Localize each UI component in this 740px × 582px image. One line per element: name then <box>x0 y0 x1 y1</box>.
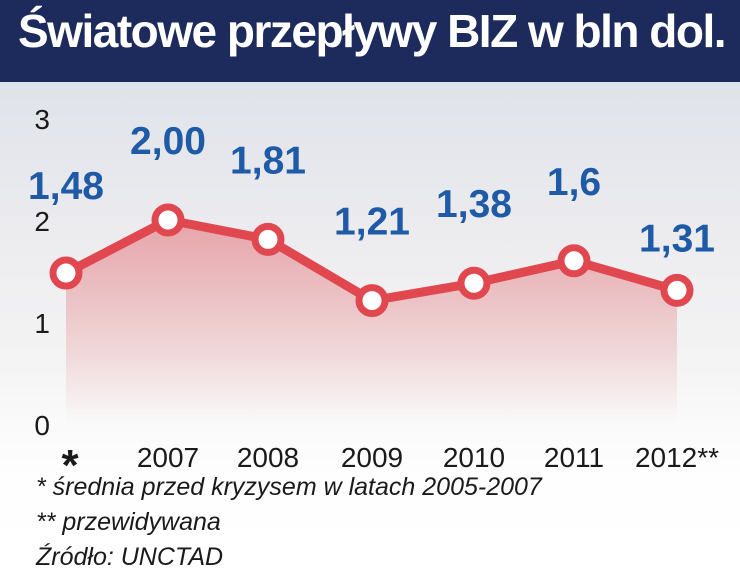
data-label: 1,21 <box>334 201 410 244</box>
data-point <box>49 256 83 290</box>
chart-header: Światowe przepływy BIZ w bln dol. <box>0 0 740 82</box>
data-label: 1,48 <box>28 165 104 208</box>
chart-title: Światowe przepływy BIZ w bln dol. <box>18 5 727 57</box>
data-label: 1,6 <box>547 161 601 204</box>
data-point <box>251 222 285 256</box>
footnote-average: * średnia przed kryzysem w latach 2005-2… <box>36 473 542 501</box>
data-label: 1,81 <box>230 139 306 182</box>
data-label: 1,38 <box>436 183 512 226</box>
x-tick-label: 2012** <box>635 442 719 473</box>
data-point <box>355 284 389 318</box>
data-point <box>151 203 185 237</box>
data-label: 2,00 <box>130 120 206 163</box>
data-point <box>457 266 491 300</box>
area-fill <box>66 220 677 424</box>
footnotes: * średnia przed kryzysem w latach 2005-2… <box>36 470 542 575</box>
x-tick-label: 2008 <box>237 442 299 473</box>
x-tick-label: 2010 <box>443 442 505 473</box>
x-tick-label: 2007 <box>137 442 199 473</box>
y-tick-label: 0 <box>34 410 50 441</box>
x-tick-label: 2011 <box>544 442 604 473</box>
x-tick-label: 2009 <box>341 442 403 473</box>
y-tick-label: 2 <box>34 206 50 237</box>
y-tick-label: 3 <box>34 104 50 135</box>
data-point <box>557 244 591 278</box>
data-point <box>660 273 694 307</box>
y-tick-label: 1 <box>34 308 50 339</box>
x-tick-label: * <box>61 441 79 490</box>
footnote-source: Źródło: UNCTAD <box>36 543 224 571</box>
data-label: 1,31 <box>639 217 715 260</box>
footnote-forecast: ** przewidywana <box>36 508 221 536</box>
